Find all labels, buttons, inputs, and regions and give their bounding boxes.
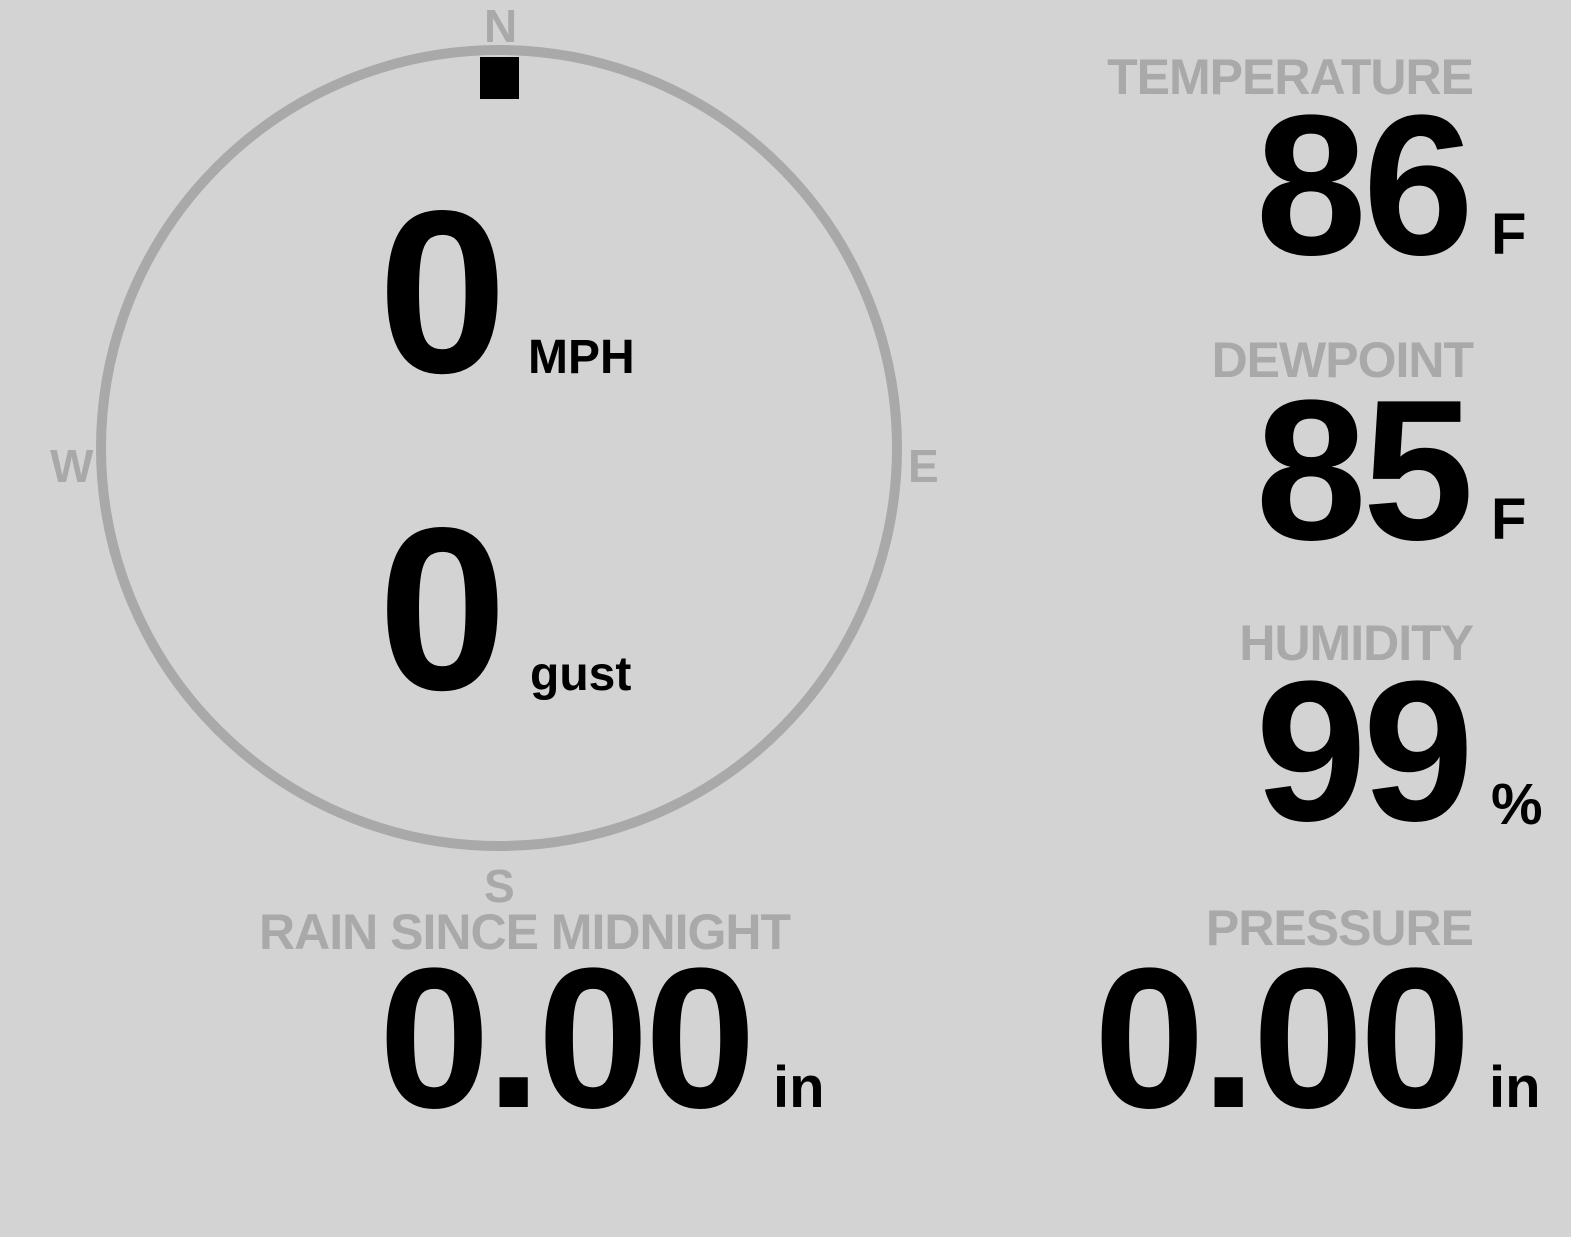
wind-speed-unit: MPH [528, 331, 635, 384]
pressure-label: PRESSURE [1205, 900, 1474, 956]
pressure-value: 0.00 [1093, 927, 1471, 1150]
wind-direction-indicator [480, 57, 519, 99]
humidity-unit: % [1491, 772, 1543, 837]
wind-speed-value: 0 [378, 163, 508, 422]
wind-gust-label: gust [530, 648, 632, 701]
temperature-label: TEMPERATURE [1107, 49, 1474, 105]
temperature-unit: F [1491, 202, 1527, 267]
temperature-value: 86 [1255, 74, 1474, 297]
compass-north: N [484, 0, 518, 52]
humidity-label: HUMIDITY [1239, 615, 1474, 671]
rain-unit: in [773, 1055, 825, 1120]
pressure-unit: in [1489, 1055, 1541, 1120]
compass-west: W [50, 440, 94, 492]
compass-south: S [484, 860, 515, 912]
wind-gust-value: 0 [378, 480, 508, 739]
rain-value: 0.00 [378, 927, 756, 1150]
compass-ring [96, 45, 902, 851]
humidity-value: 99 [1255, 640, 1474, 863]
compass-east: E [908, 440, 939, 492]
dewpoint-unit: F [1491, 487, 1527, 552]
rain-label: RAIN SINCE MIDNIGHT [259, 904, 791, 960]
dewpoint-value: 85 [1255, 359, 1474, 582]
dewpoint-label: DEWPOINT [1211, 332, 1474, 388]
